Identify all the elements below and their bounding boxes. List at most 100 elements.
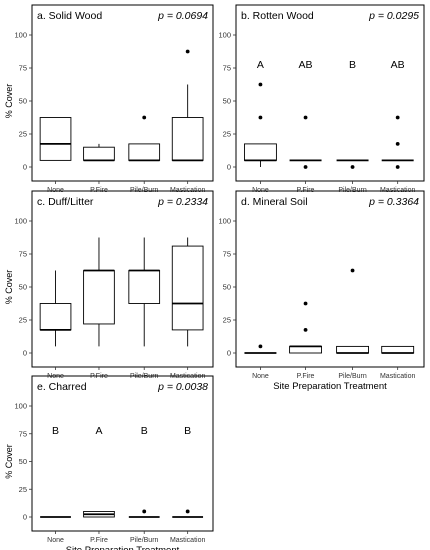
box-mastication bbox=[172, 509, 204, 518]
box-pile-burn bbox=[336, 159, 369, 169]
box-mastication bbox=[381, 345, 415, 354]
iqr-box bbox=[39, 117, 72, 161]
significance-letter: B bbox=[184, 425, 191, 437]
y-axis-label: % Cover bbox=[4, 84, 14, 119]
significance-letter: AB bbox=[299, 59, 313, 71]
y-tick-label: 100 bbox=[218, 217, 231, 226]
outlier-point bbox=[395, 115, 400, 120]
box-p-fire bbox=[289, 115, 322, 169]
outlier-point bbox=[303, 165, 308, 169]
outlier-point bbox=[303, 115, 308, 120]
significance-letter: B bbox=[52, 425, 59, 437]
box-none bbox=[39, 270, 72, 347]
iqr-box bbox=[128, 270, 161, 304]
box-pile-burn bbox=[128, 237, 161, 347]
significance-letter: AB bbox=[391, 59, 405, 71]
panel-4: d. Mineral Soil p = 0.3364 0 25 50 75 100 None P… bbox=[218, 190, 425, 392]
y-tick-label: 100 bbox=[14, 31, 27, 40]
x-tick-label: Pile/Burn bbox=[338, 373, 367, 380]
panel-frame bbox=[235, 190, 425, 368]
box-p-fire bbox=[83, 237, 115, 347]
panel-frame bbox=[31, 4, 214, 182]
panel-title: b. Rotten Wood bbox=[241, 10, 314, 22]
significance-letter: A bbox=[95, 425, 102, 437]
y-tick-label: 50 bbox=[223, 283, 231, 292]
iqr-box bbox=[83, 270, 115, 325]
y-tick-label: 100 bbox=[14, 217, 27, 226]
box-p-fire bbox=[289, 301, 322, 354]
iqr-box bbox=[289, 345, 322, 354]
iqr-box bbox=[128, 143, 161, 161]
x-tick-label: None bbox=[47, 537, 64, 544]
panel-frame bbox=[31, 190, 214, 368]
outlier-point bbox=[185, 49, 190, 54]
y-tick-label: 0 bbox=[227, 163, 231, 172]
y-tick-label: 0 bbox=[23, 513, 27, 522]
outlier-point bbox=[142, 509, 147, 514]
iqr-box bbox=[336, 345, 369, 354]
x-tick-label: None bbox=[252, 373, 269, 380]
y-tick-label: 50 bbox=[19, 457, 27, 466]
outlier-point bbox=[142, 115, 147, 120]
box-pile-burn bbox=[128, 509, 160, 518]
box-none bbox=[39, 117, 72, 161]
y-tick-label: 25 bbox=[19, 316, 27, 325]
outlier-point bbox=[303, 328, 308, 332]
y-tick-label: 75 bbox=[19, 64, 27, 73]
y-tick-label: 100 bbox=[218, 31, 231, 40]
y-tick-label: 25 bbox=[223, 316, 231, 325]
outlier-point bbox=[258, 115, 263, 120]
significance-letter: B bbox=[141, 425, 148, 437]
y-tick-label: 75 bbox=[19, 429, 27, 438]
x-tick-label: Pile/Burn bbox=[130, 537, 159, 544]
panel-frame bbox=[31, 375, 214, 532]
box-mastication bbox=[171, 49, 204, 162]
box-pile-burn bbox=[128, 115, 161, 162]
y-tick-label: 0 bbox=[227, 349, 231, 358]
panel-title: c. Duff/Litter bbox=[37, 196, 94, 208]
outlier-point bbox=[303, 301, 308, 306]
y-tick-label: 75 bbox=[19, 250, 27, 259]
y-tick-label: 25 bbox=[19, 485, 27, 494]
outlier-point bbox=[258, 82, 263, 87]
panel-title: d. Mineral Soil bbox=[241, 196, 308, 208]
p-value-label: p = 0.2334 bbox=[157, 196, 208, 208]
iqr-box bbox=[171, 245, 204, 331]
y-axis-label: % Cover bbox=[4, 444, 14, 479]
significance-letter: B bbox=[349, 59, 356, 71]
iqr-box bbox=[83, 146, 115, 161]
outlier-point bbox=[350, 268, 355, 273]
box-mastication bbox=[171, 237, 204, 347]
y-tick-label: 100 bbox=[14, 402, 27, 411]
p-value-label: p = 0.0295 bbox=[368, 10, 419, 22]
x-tick-label: Mastication bbox=[380, 373, 416, 380]
x-axis-label: Site Preparation Treatment bbox=[273, 381, 387, 392]
iqr-box bbox=[171, 117, 204, 161]
p-value-label: p = 0.3364 bbox=[368, 196, 419, 208]
p-value-label: p = 0.0694 bbox=[157, 10, 208, 22]
x-axis-label: Site Preparation Treatment bbox=[66, 545, 180, 550]
x-tick-label: Mastication bbox=[170, 537, 206, 544]
outlier-point bbox=[185, 509, 190, 514]
iqr-box bbox=[39, 303, 72, 331]
box-p-fire bbox=[83, 511, 115, 518]
box-mastication bbox=[381, 115, 414, 169]
p-value-label: p = 0.0038 bbox=[157, 381, 208, 393]
y-tick-label: 50 bbox=[19, 283, 27, 292]
x-tick-label: P.Fire bbox=[297, 373, 315, 380]
y-tick-label: 75 bbox=[223, 64, 231, 73]
y-tick-label: 0 bbox=[23, 349, 27, 358]
iqr-box bbox=[244, 143, 277, 161]
box-pile-burn bbox=[336, 268, 369, 354]
panel-title: e. Charred bbox=[37, 381, 87, 393]
y-tick-label: 50 bbox=[223, 97, 231, 106]
panel-5: e. Charred p = 0.0038 0 25 50 75 100 None P.Fire… bbox=[4, 375, 214, 550]
panel-title: a. Solid Wood bbox=[37, 10, 102, 22]
box-p-fire bbox=[83, 143, 115, 162]
outlier-point bbox=[395, 142, 400, 146]
significance-letter: A bbox=[257, 59, 264, 71]
